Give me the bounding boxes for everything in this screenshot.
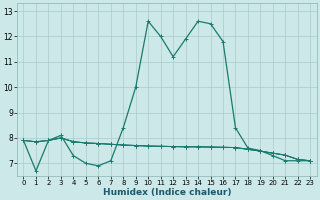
X-axis label: Humidex (Indice chaleur): Humidex (Indice chaleur) [103,188,231,197]
